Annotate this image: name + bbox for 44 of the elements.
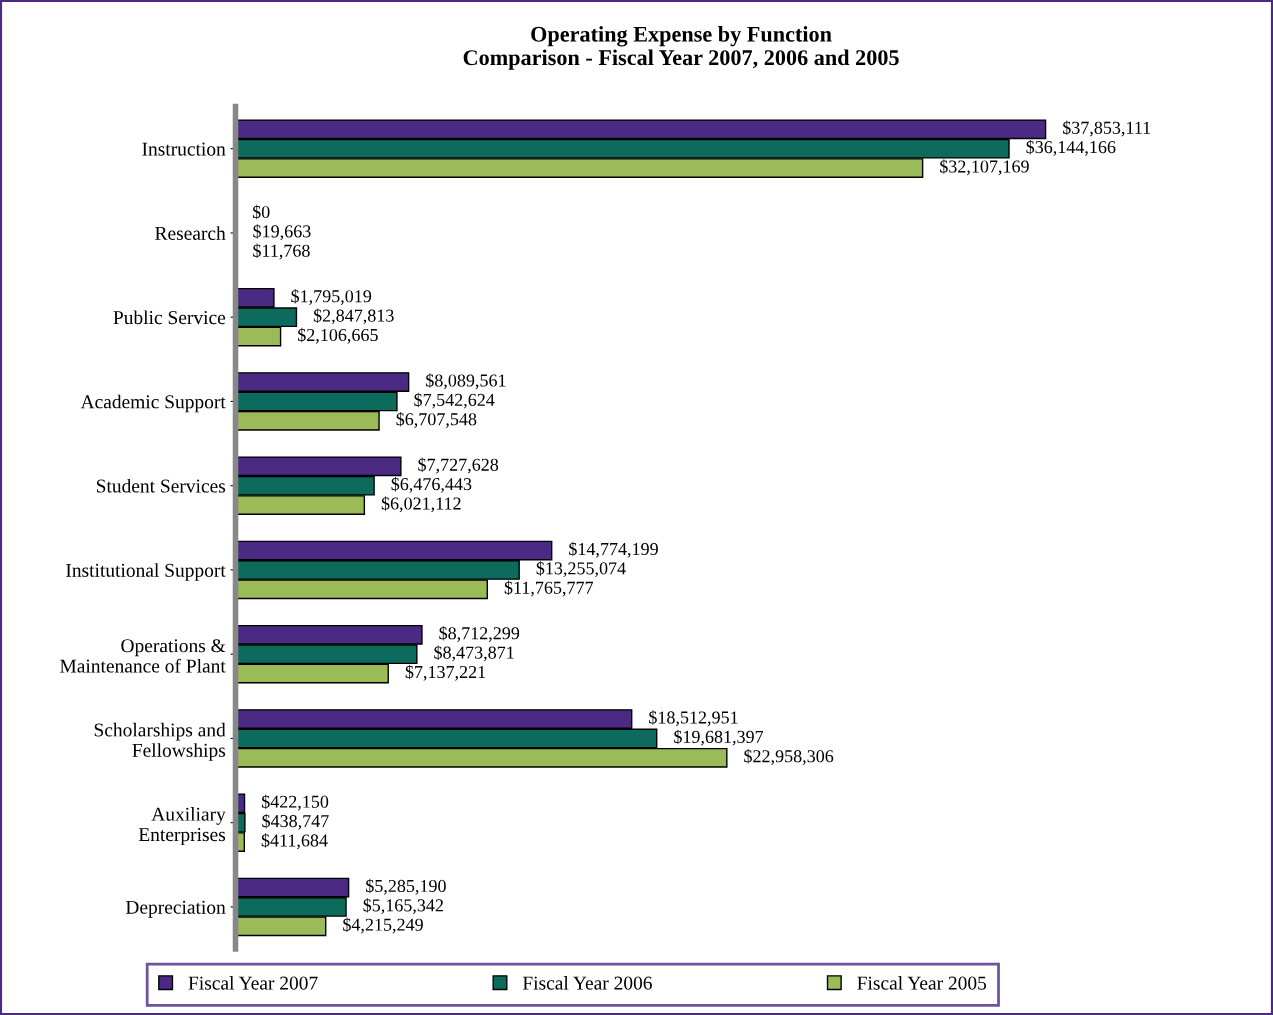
data-label: $8,712,299 <box>439 626 520 642</box>
data-label: $7,137,221 <box>405 664 486 681</box>
data-label: $11,765,777 <box>504 580 594 597</box>
y-tick-label: Institutional Support <box>66 563 226 581</box>
chart-title: Operating Expense by Function Comparison - Fiscal Year 2007, 2006 and 2005 <box>463 26 899 70</box>
data-label: $0 <box>252 204 270 220</box>
legend-label: Fiscal Year 2006 <box>522 975 652 990</box>
y-tick-label: Auxiliary Enterprises <box>138 807 226 846</box>
data-label: $6,476,443 <box>391 476 472 493</box>
data-label: $8,473,871 <box>434 645 514 662</box>
legend-label: Fiscal Year 2007 <box>188 975 318 990</box>
data-label: $13,255,074 <box>536 561 626 578</box>
data-label: $7,542,624 <box>414 392 495 409</box>
data-label: $422,150 <box>261 794 329 811</box>
data-label: $32,107,169 <box>940 159 1029 176</box>
data-label: $411,684 <box>261 833 328 850</box>
data-label: $1,795,019 <box>291 289 372 305</box>
data-label: $18,512,951 <box>649 710 738 727</box>
data-label: $5,165,342 <box>363 898 443 915</box>
data-label: $19,681,397 <box>674 729 764 746</box>
y-tick-label: Student Services <box>96 478 226 493</box>
y-tick-label: Research <box>155 226 226 240</box>
data-label: $6,021,112 <box>381 496 461 513</box>
y-tick-label: Scholarships and Fellowships <box>94 722 226 761</box>
y-tick-label: Public Service <box>113 310 226 325</box>
y-tick-label: Academic Support <box>80 394 226 413</box>
data-label: $6,707,548 <box>396 412 477 428</box>
data-label: $438,747 <box>262 813 329 830</box>
data-label: $22,958,306 <box>744 749 834 765</box>
data-label: $36,144,166 <box>1026 139 1116 156</box>
data-label: $14,774,199 <box>569 541 658 558</box>
data-label: $19,663 <box>253 224 311 241</box>
data-label: $5,285,190 <box>366 878 446 895</box>
data-label: $4,215,249 <box>343 917 423 934</box>
data-label: $7,727,628 <box>418 457 499 474</box>
data-label: $11,768 <box>253 243 310 260</box>
legend-label: Fiscal Year 2005 <box>857 975 987 990</box>
y-tick-label: Depreciation <box>125 900 226 918</box>
data-label: $37,853,111 <box>1063 120 1151 137</box>
data-label: $2,106,665 <box>298 327 378 344</box>
y-tick-label: Operations & Maintenance of Plant <box>60 639 226 673</box>
y-tick-label: Instruction <box>142 142 226 156</box>
data-label: $8,089,561 <box>426 373 506 390</box>
data-label: $2,847,813 <box>313 308 394 325</box>
